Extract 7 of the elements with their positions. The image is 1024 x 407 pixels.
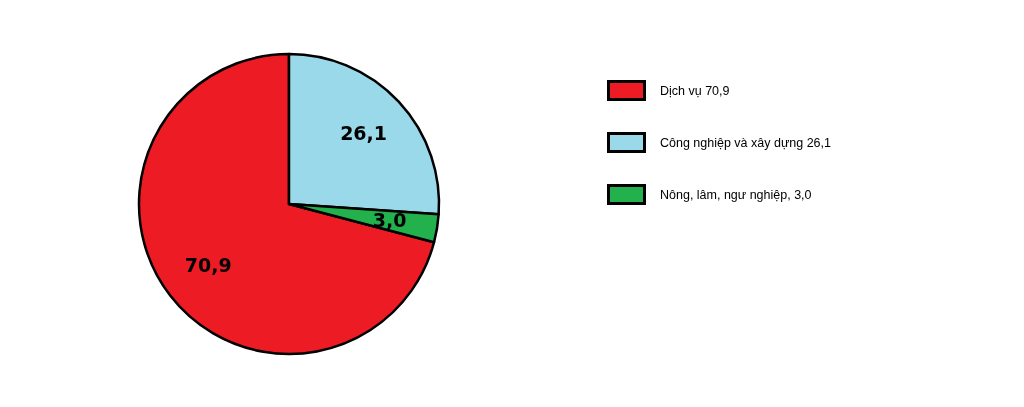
legend-label: Dịch vụ 70,9 <box>660 83 730 98</box>
legend-label: Công nghiệp và xây dựng 26,1 <box>660 135 832 150</box>
legend-label: Nông, lâm, ngư nghiệp, 3,0 <box>660 187 812 202</box>
data-label: 26,1 <box>340 122 388 145</box>
data-label: 70,9 <box>184 254 232 277</box>
data-label: 3,0 <box>372 208 407 231</box>
pie-slice <box>137 52 436 356</box>
